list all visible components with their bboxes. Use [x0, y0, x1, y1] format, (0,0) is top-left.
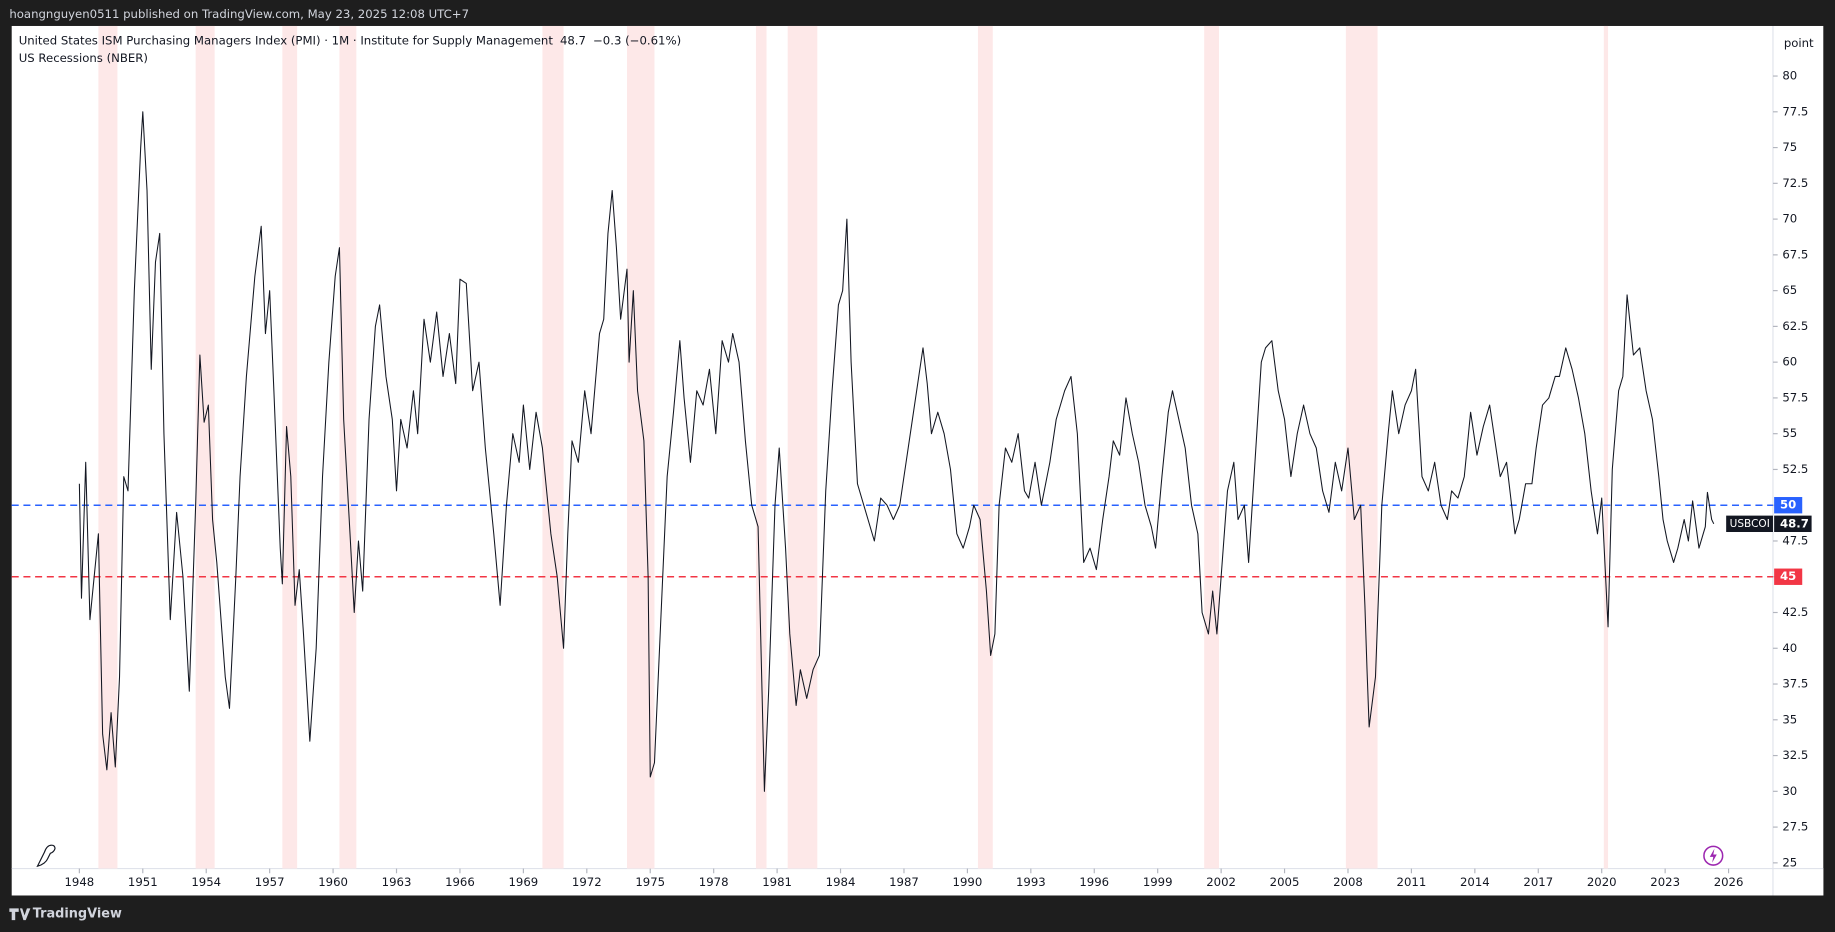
y-tick-label: 27.5: [1782, 820, 1808, 834]
legend-value: 48.7: [560, 34, 586, 48]
recession-band: [977, 25, 993, 869]
recession-band: [98, 25, 118, 869]
lightning-button[interactable]: [1703, 845, 1724, 866]
tv-logo: [9, 908, 31, 921]
recession-band: [542, 25, 564, 869]
y-tick-label: 57.5: [1782, 390, 1808, 404]
x-tick-label: 1981: [762, 875, 792, 889]
y-tick-label: 32.5: [1782, 748, 1808, 762]
x-tick-label: 2026: [1714, 875, 1744, 889]
reference-label-bg: [1774, 497, 1803, 514]
recession-band: [1345, 25, 1378, 869]
x-tick-label: 2005: [1270, 875, 1300, 889]
y-tick-label: 30: [1782, 784, 1797, 798]
x-tick-label: 2023: [1650, 875, 1680, 889]
y-tick-label: 62.5: [1782, 319, 1808, 333]
footer-brand: TradingView: [33, 907, 122, 922]
recession-band: [195, 25, 215, 869]
x-tick-label: 2002: [1206, 875, 1236, 889]
y-tick-label: 40: [1782, 641, 1797, 655]
price-label-bg: [1774, 515, 1812, 533]
x-tick-label: 1993: [1016, 875, 1046, 889]
y-tick-label: 47.5: [1782, 533, 1808, 547]
y-tick-label: 65: [1782, 283, 1797, 297]
reference-label-bg: [1774, 568, 1803, 585]
x-tick-label: 1951: [128, 875, 158, 889]
recession-band: [282, 25, 298, 869]
lightning-icon: [1709, 848, 1717, 863]
x-tick-label: 2008: [1333, 875, 1363, 889]
recession-bands: [98, 25, 1609, 869]
x-tick-label: 1987: [889, 875, 919, 889]
x-tick-label: 2014: [1460, 875, 1490, 889]
x-tick-label: 1954: [191, 875, 221, 889]
symbol-label: USBCOI: [1730, 518, 1770, 530]
price-axis: [1772, 25, 1824, 896]
y-tick-label: 75: [1782, 140, 1797, 154]
y-tick-label: 37.5: [1782, 677, 1808, 691]
lines: [11, 111, 1773, 792]
y-tick-label: 60: [1782, 355, 1797, 369]
publisher-header: hoangnguyen0511 published on TradingView…: [9, 7, 469, 21]
y-tick-label: 52.5: [1782, 462, 1808, 476]
x-tick-label: 1990: [953, 875, 983, 889]
axes: 25 27.5 30 32.5 35 37.5 40 42.5 45 47.5 50 52.5 55 57…: [64, 69, 1812, 889]
recession-band: [755, 25, 767, 869]
time-axis: [11, 868, 1824, 896]
y-tick-label: 80: [1782, 69, 1797, 83]
pmi-line: [78, 111, 1715, 792]
x-tick-label: 1984: [826, 875, 856, 889]
x-tick-label: 1960: [318, 875, 348, 889]
legend-change: −0.3 (−0.61%): [593, 34, 681, 48]
x-tick-label: 1978: [699, 875, 729, 889]
y-tick-label: 42.5: [1782, 605, 1808, 619]
logo-icon: [36, 844, 56, 868]
x-tick-label: 2020: [1587, 875, 1617, 889]
x-tick-label: 1996: [1079, 875, 1109, 889]
reference-label: 50: [1780, 498, 1796, 512]
x-tick-label: 1972: [572, 875, 602, 889]
y-tick-label: 72.5: [1782, 176, 1808, 190]
y-tick-label: 55: [1782, 426, 1797, 440]
x-tick-label: 2011: [1397, 875, 1427, 889]
plot-area: [11, 25, 1773, 869]
x-tick-label: 1966: [445, 875, 475, 889]
y-tick-label: 67.5: [1782, 247, 1808, 261]
symbol-label-bg: [1726, 515, 1773, 533]
y-tick-label: 77.5: [1782, 104, 1808, 118]
y-tick-label: 25: [1782, 855, 1797, 869]
x-tick-label: 1948: [64, 875, 94, 889]
x-tick-label: 1969: [509, 875, 539, 889]
y-tick-label: 70: [1782, 212, 1797, 226]
x-tick-label: 1975: [635, 875, 665, 889]
legend-title: United States ISM Purchasing Managers In…: [19, 34, 554, 48]
recessions-legend: US Recessions (NBER): [19, 51, 148, 65]
axis-unit: point: [1784, 36, 1814, 50]
price-label: 48.7: [1780, 516, 1809, 530]
recession-band: [339, 25, 357, 869]
y-tick-label: 35: [1782, 712, 1797, 726]
x-tick-label: 1963: [382, 875, 412, 889]
x-tick-label: 2017: [1523, 875, 1553, 889]
recession-band: [787, 25, 818, 869]
recession-band: [1204, 25, 1220, 869]
x-tick-label: 1999: [1143, 875, 1173, 889]
reference-label: 45: [1780, 569, 1796, 583]
x-tick-label: 1957: [255, 875, 285, 889]
recession-band: [1603, 25, 1609, 869]
